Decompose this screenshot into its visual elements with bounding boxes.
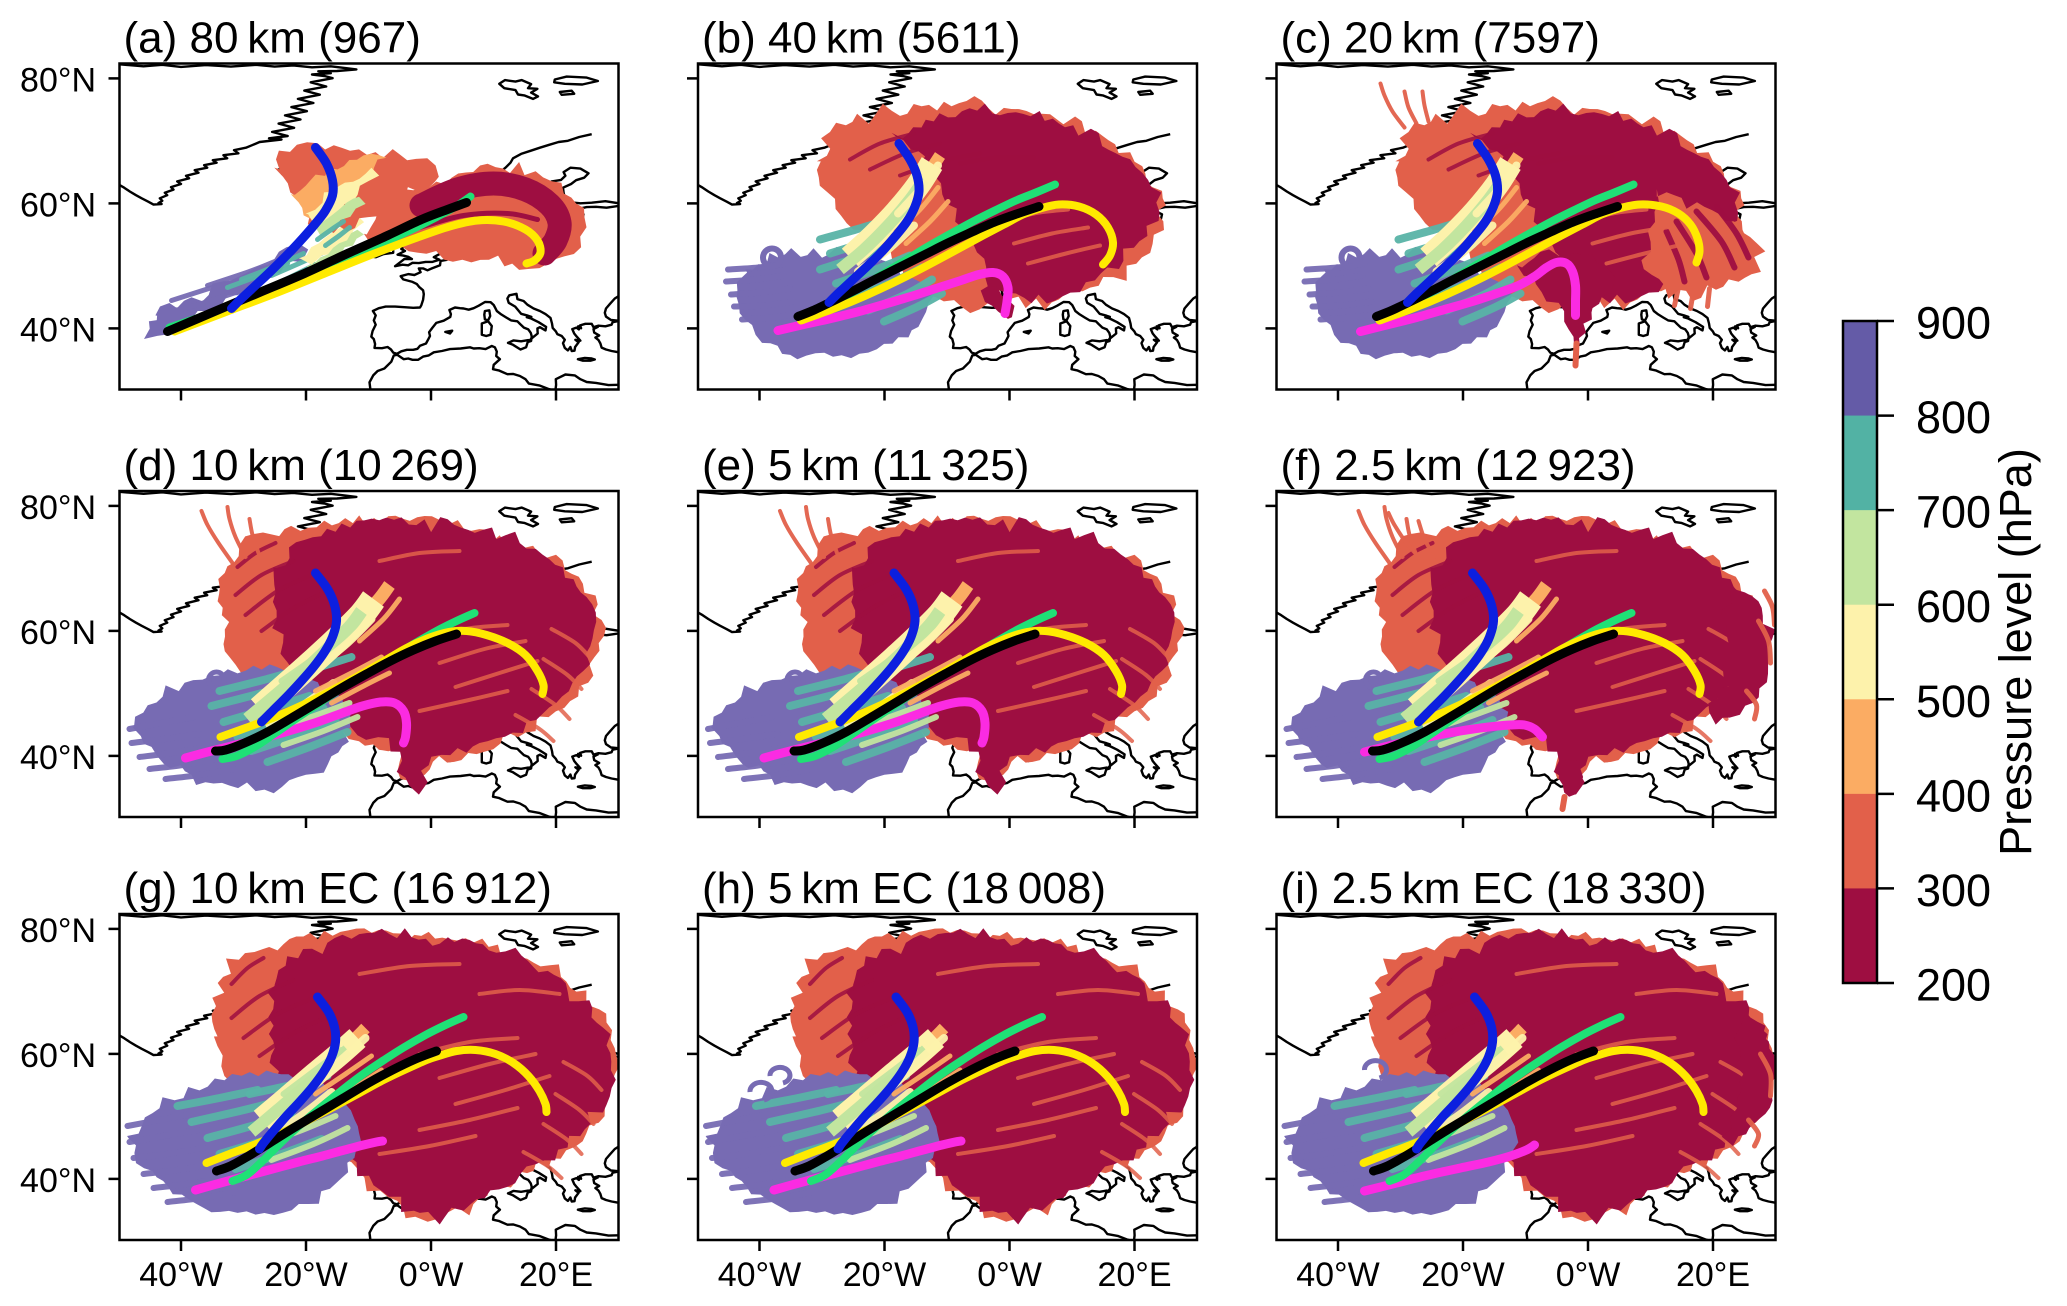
svg-text:0°W: 0°W bbox=[399, 1256, 464, 1294]
svg-text:20°W: 20°W bbox=[843, 1256, 927, 1294]
svg-text:900: 900 bbox=[1916, 298, 1991, 349]
svg-text:20°E: 20°E bbox=[519, 1256, 593, 1294]
svg-text:(c) 20 km (7597): (c) 20 km (7597) bbox=[1281, 14, 1600, 63]
svg-text:(b) 40 km (5611): (b) 40 km (5611) bbox=[702, 14, 1021, 63]
svg-text:200: 200 bbox=[1916, 960, 1991, 1011]
svg-text:(h) 5 km EC (18 008): (h) 5 km EC (18 008) bbox=[702, 864, 1106, 913]
svg-text:Pressure level (hPa): Pressure level (hPa) bbox=[1990, 448, 2041, 856]
svg-text:(d) 10 km (10 269): (d) 10 km (10 269) bbox=[124, 441, 479, 490]
svg-text:(e) 5 km (11 325): (e) 5 km (11 325) bbox=[702, 441, 1029, 490]
svg-text:0°W: 0°W bbox=[977, 1256, 1042, 1294]
svg-text:500: 500 bbox=[1916, 676, 1991, 727]
svg-text:80°N: 80°N bbox=[20, 489, 96, 527]
svg-text:600: 600 bbox=[1916, 581, 1991, 632]
svg-text:80°N: 80°N bbox=[20, 61, 96, 99]
svg-text:80°N: 80°N bbox=[20, 912, 96, 950]
svg-text:40°N: 40°N bbox=[20, 1162, 96, 1200]
svg-text:60°N: 60°N bbox=[20, 1037, 96, 1075]
svg-text:40°W: 40°W bbox=[1296, 1256, 1380, 1294]
svg-text:(f) 2.5 km (12 923): (f) 2.5 km (12 923) bbox=[1281, 441, 1636, 490]
svg-text:800: 800 bbox=[1916, 392, 1991, 443]
svg-text:300: 300 bbox=[1916, 865, 1991, 916]
svg-text:60°N: 60°N bbox=[20, 186, 96, 224]
svg-text:(i) 2.5 km EC (18 330): (i) 2.5 km EC (18 330) bbox=[1281, 864, 1707, 913]
svg-text:60°N: 60°N bbox=[20, 614, 96, 652]
svg-text:400: 400 bbox=[1916, 770, 1991, 821]
svg-text:(g) 10 km EC (16 912): (g) 10 km EC (16 912) bbox=[124, 864, 552, 913]
svg-text:40°N: 40°N bbox=[20, 311, 96, 349]
svg-text:700: 700 bbox=[1916, 487, 1991, 538]
svg-text:20°E: 20°E bbox=[1676, 1256, 1750, 1294]
svg-text:40°W: 40°W bbox=[718, 1256, 802, 1294]
svg-text:40°N: 40°N bbox=[20, 739, 96, 777]
svg-text:20°E: 20°E bbox=[1097, 1256, 1171, 1294]
svg-text:40°W: 40°W bbox=[139, 1256, 223, 1294]
svg-text:20°W: 20°W bbox=[1421, 1256, 1505, 1294]
svg-text:20°W: 20°W bbox=[264, 1256, 348, 1294]
svg-text:(a) 80 km (967): (a) 80 km (967) bbox=[124, 14, 421, 63]
svg-text:0°W: 0°W bbox=[1556, 1256, 1621, 1294]
